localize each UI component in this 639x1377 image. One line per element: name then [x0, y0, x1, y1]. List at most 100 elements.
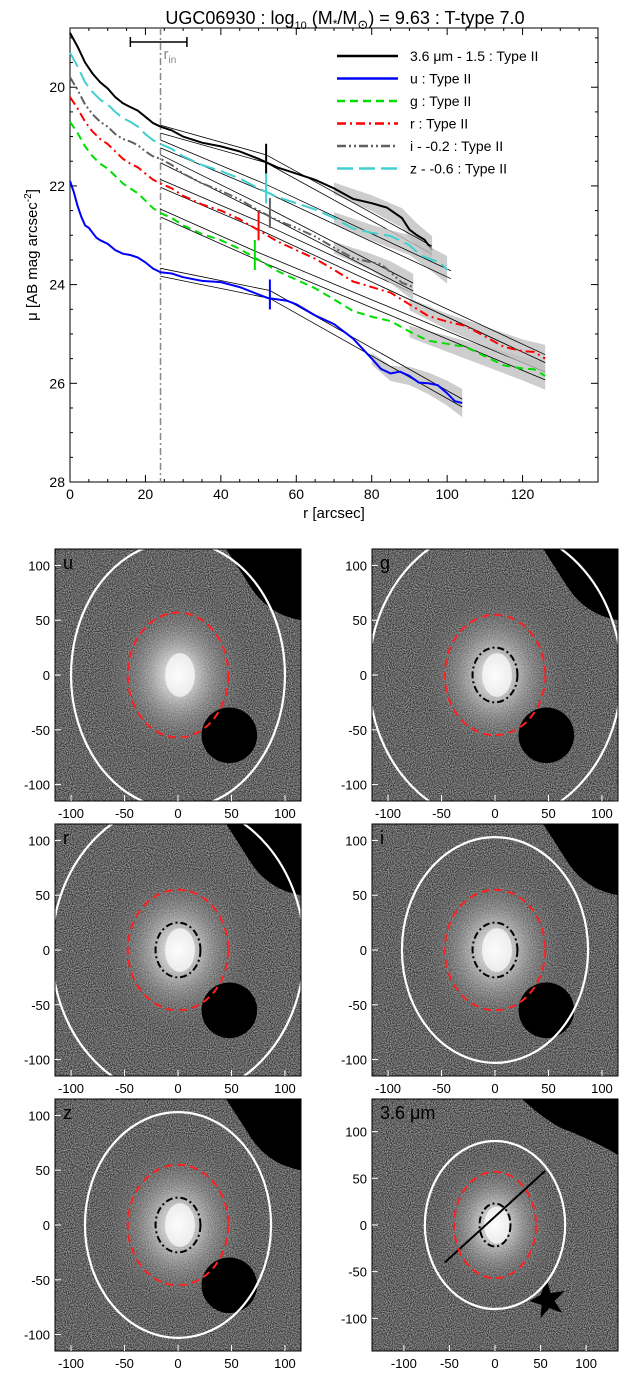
- x-tick-label: -100: [391, 1356, 417, 1371]
- y-tick-label: -100: [341, 1053, 367, 1068]
- profile-line: [69, 180, 463, 404]
- mask-star: [529, 1279, 565, 1318]
- y-tick-label: 0: [43, 943, 50, 958]
- y-tick-label: 0: [43, 1218, 50, 1233]
- y-tick-label: 100: [28, 1108, 50, 1123]
- panel-label: u: [63, 553, 73, 573]
- uncertainty-band: [334, 212, 448, 284]
- panel-label: 3.6 μm: [380, 1103, 435, 1123]
- panel-label: g: [380, 553, 390, 573]
- fit-line: [160, 162, 271, 218]
- mask-corner: [543, 549, 618, 621]
- legend-label: r : Type II: [410, 116, 468, 132]
- x-tick-label: -50: [115, 1356, 134, 1371]
- panel-label: r: [63, 828, 69, 848]
- x-tick-label: 50: [224, 1356, 238, 1371]
- image-panels-grid: u -100 -50 0 50 100 100 50 0 -50 -100 g -100 -50 0 50 10…: [24, 548, 619, 1371]
- mask-stripe: [444, 1170, 546, 1264]
- inner-ellipse: [154, 921, 202, 979]
- break-ellipse: [443, 613, 547, 737]
- series-2: [69, 121, 546, 390]
- outer-ellipse: [83, 1111, 273, 1339]
- y-tick-label: -100: [24, 1328, 50, 1343]
- x-tick-label: 20: [138, 486, 154, 502]
- x-tick-label: 60: [288, 486, 304, 502]
- x-tick-label: -50: [432, 1081, 451, 1096]
- fit-line: [160, 275, 270, 299]
- y-axis-label: μ [AB mag arcsec-2]: [23, 189, 41, 321]
- galaxy-core: [165, 1203, 195, 1247]
- fit-line: [160, 139, 267, 185]
- legend-label: i - -0.2 : Type II: [410, 138, 503, 154]
- series-1: [69, 180, 463, 418]
- x-tick-label: 0: [174, 1356, 181, 1371]
- y-tick-label: 0: [43, 668, 50, 683]
- x-tick-label: 0: [174, 806, 181, 821]
- x-tick-label: 0: [491, 806, 498, 821]
- y-tick-label: 26: [49, 375, 65, 391]
- x-tick-label: 100: [575, 1356, 597, 1371]
- x-tick-label: -50: [115, 806, 134, 821]
- y-tick-label: 50: [36, 613, 50, 628]
- x-tick-label: 0: [174, 1081, 181, 1096]
- panel-4: i -100 -50 0 50 100 100 50 0 -50 -100: [341, 823, 619, 1096]
- x-tick-label: 0: [491, 1081, 498, 1096]
- y-tick-label: 28: [49, 474, 65, 490]
- x-tick-label: 40: [213, 486, 229, 502]
- y-tick-label: -100: [341, 778, 367, 793]
- profile-axes: 0 20 40 60 80 100 120 20 22 24 26 28 rin: [49, 28, 598, 502]
- legend-label: z - -0.6 : Type II: [410, 161, 507, 177]
- panel-image: [372, 824, 618, 1076]
- plot-frame: [69, 27, 599, 483]
- panel-1: u -100 -50 0 50 100 100 50 0 -50 -100: [24, 548, 302, 821]
- panel-image: [55, 1099, 301, 1351]
- legend-label: u : Type II: [410, 71, 471, 87]
- series-4: [69, 76, 414, 301]
- fit-line: [160, 187, 259, 230]
- panel-5: z -100 -50 0 50 100 100 50 0 -50 -100: [24, 1098, 302, 1371]
- inner-ellipse: [154, 1196, 202, 1254]
- mask-circle: [201, 707, 258, 764]
- break-ellipse: [126, 611, 230, 739]
- uncertainty-band: [409, 298, 546, 373]
- x-tick-label: 100: [274, 806, 296, 821]
- y-tick-label: -50: [348, 723, 367, 738]
- mask-circle: [201, 1257, 258, 1314]
- legend-label: 3.6 μm - 1.5 : Type II: [410, 48, 538, 64]
- y-tick-label: 100: [345, 558, 367, 573]
- fit-line: [265, 154, 433, 247]
- y-tick-label: 50: [353, 613, 367, 628]
- break-ellipse: [443, 888, 547, 1012]
- x-tick-label: 50: [533, 1356, 547, 1371]
- fit-line: [160, 179, 259, 222]
- fit-line: [269, 216, 414, 292]
- fit-line: [160, 132, 267, 164]
- y-tick-label: -50: [31, 1273, 50, 1288]
- x-tick-label: 80: [364, 486, 380, 502]
- y-tick-label: 100: [28, 833, 50, 848]
- x-tick-label: -100: [375, 1081, 401, 1096]
- galaxy-core: [165, 653, 195, 697]
- y-tick-label: -100: [24, 1053, 50, 1068]
- panel-image: [55, 549, 301, 801]
- galaxy-core: [484, 1206, 510, 1244]
- panel-2: g -100 -50 0 50 100 100 50 0 -50 -100: [341, 548, 619, 821]
- x-tick-label: -100: [58, 1356, 84, 1371]
- x-tick-label: -100: [375, 806, 401, 821]
- mask-corner: [522, 1099, 618, 1155]
- y-tick-label: 22: [49, 178, 65, 194]
- y-tick-label: 50: [36, 888, 50, 903]
- mask-corner: [226, 824, 301, 896]
- y-tick-label: 50: [353, 888, 367, 903]
- inner-ellipse: [478, 1202, 512, 1248]
- panel-label: i: [380, 828, 384, 848]
- y-tick-label: 50: [36, 1163, 50, 1178]
- mask-circle: [518, 707, 575, 764]
- x-tick-label: 100: [591, 806, 613, 821]
- break-ellipse: [126, 888, 230, 1012]
- y-tick-label: -100: [24, 778, 50, 793]
- y-tick-label: -50: [348, 1265, 367, 1280]
- y-tick-label: 0: [360, 1218, 367, 1233]
- y-tick-label: 100: [345, 833, 367, 848]
